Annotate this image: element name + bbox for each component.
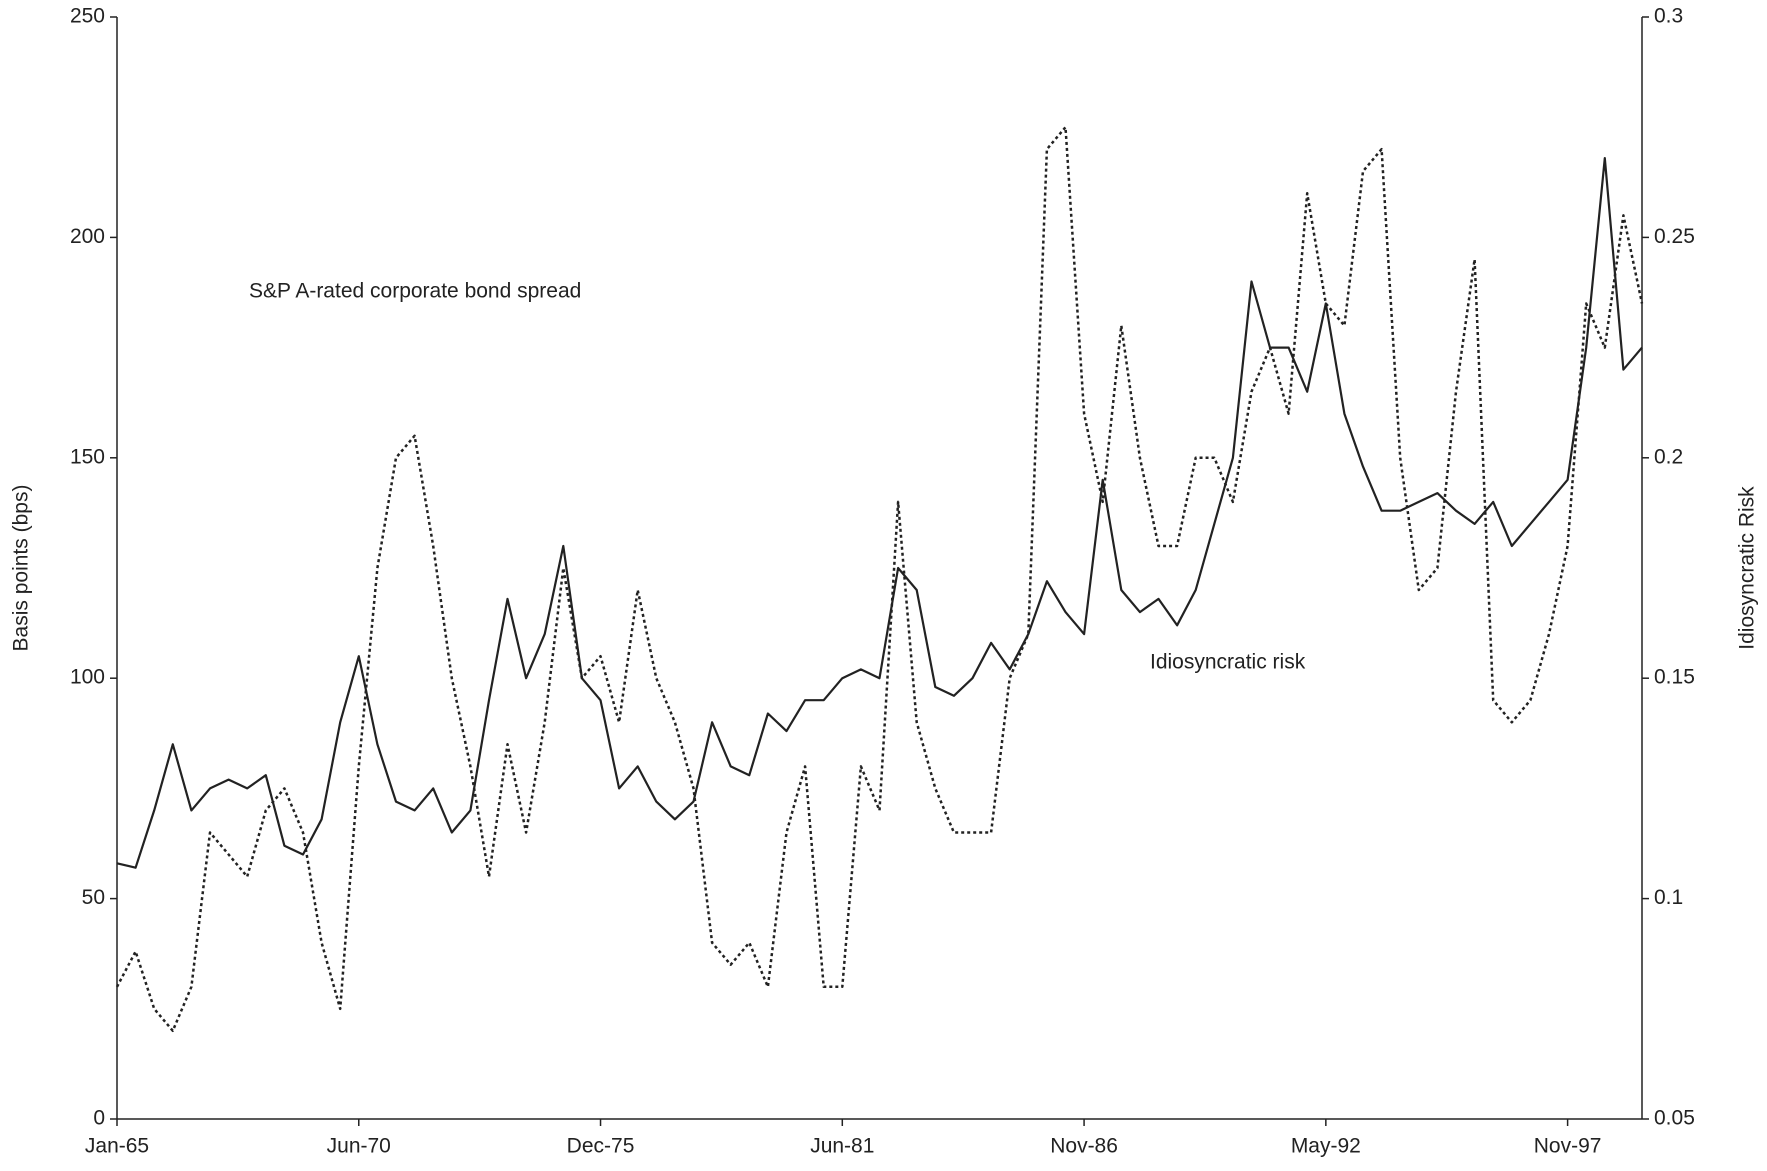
y2-tick-label: 0.15 bbox=[1654, 666, 1695, 689]
x-tick-label: May-92 bbox=[1291, 1135, 1361, 1158]
x-tick-label: Nov-97 bbox=[1534, 1135, 1602, 1158]
y2-tick-label: 0.1 bbox=[1654, 886, 1683, 909]
y2-tick-label: 0.05 bbox=[1654, 1107, 1695, 1130]
y-tick-label: 100 bbox=[70, 666, 105, 689]
y2-tick-label: 0.25 bbox=[1654, 225, 1695, 248]
x-tick-label: Jan-65 bbox=[85, 1135, 149, 1158]
series-line bbox=[115, 125, 1644, 1033]
series-annotation: Idiosyncratic risk bbox=[1150, 651, 1306, 674]
y-tick-label: 0 bbox=[93, 1107, 105, 1130]
y2-tick-label: 0.2 bbox=[1654, 445, 1683, 468]
y-axis-label: Basis points (bps) bbox=[10, 485, 33, 652]
y-tick-label: 250 bbox=[70, 5, 105, 28]
x-tick-label: Jun-81 bbox=[810, 1135, 874, 1158]
x-tick-label: Nov-86 bbox=[1050, 1135, 1118, 1158]
y2-axis-label: Idiosyncratic Risk bbox=[1736, 486, 1759, 650]
y-tick-label: 150 bbox=[70, 445, 105, 468]
series-annotation: S&P A-rated corporate bond spread bbox=[249, 280, 581, 303]
y-tick-label: 200 bbox=[70, 225, 105, 248]
x-tick-label: Jun-70 bbox=[327, 1135, 391, 1158]
series-line bbox=[116, 157, 1643, 869]
x-tick-label: Dec-75 bbox=[567, 1135, 635, 1158]
y-tick-label: 50 bbox=[82, 886, 105, 909]
y2-tick-label: 0.3 bbox=[1654, 5, 1683, 28]
